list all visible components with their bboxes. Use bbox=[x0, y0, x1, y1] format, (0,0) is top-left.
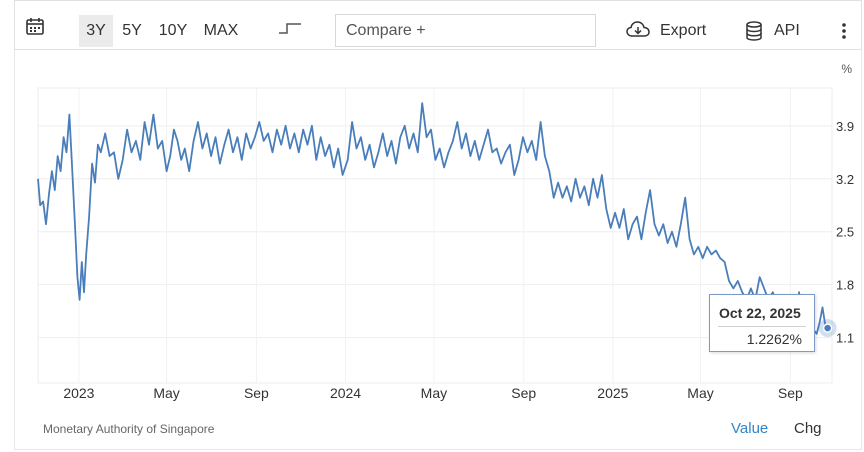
data-source: Monetary Authority of Singapore bbox=[43, 422, 215, 436]
y-tick-label: 2.5 bbox=[836, 225, 854, 240]
y-tick-label: 1.1 bbox=[836, 331, 854, 346]
cloud-download-icon[interactable] bbox=[626, 21, 650, 37]
y-tick-label: 1.8 bbox=[836, 278, 854, 293]
chart-frame bbox=[14, 0, 862, 450]
y-tick-label: 3.2 bbox=[836, 172, 854, 187]
data-tooltip: Oct 22, 2025 1.2262% bbox=[709, 294, 815, 352]
plot-area bbox=[37, 87, 833, 384]
range-button-10y[interactable]: 10Y bbox=[158, 22, 188, 39]
tooltip-divider bbox=[718, 326, 806, 327]
hover-point[interactable] bbox=[822, 323, 833, 333]
calendar-icon[interactable] bbox=[25, 16, 45, 36]
series-line bbox=[37, 102, 829, 350]
chart-toolbar: 3Y 5Y 10Y MAX Export API bbox=[14, 0, 862, 50]
api-button[interactable]: API bbox=[774, 22, 800, 39]
export-button[interactable]: Export bbox=[660, 22, 707, 39]
x-tick-label: May bbox=[421, 385, 447, 401]
x-tick-label: 2024 bbox=[330, 385, 361, 401]
tooltip-value: 1.2262% bbox=[746, 331, 802, 347]
x-tick-label: 2025 bbox=[597, 385, 628, 401]
step-line-icon[interactable] bbox=[278, 21, 302, 35]
compare-input[interactable] bbox=[335, 14, 596, 47]
kebab-menu-icon[interactable] bbox=[841, 23, 847, 39]
tab-value[interactable]: Value bbox=[731, 420, 769, 437]
y-tick-label: 3.9 bbox=[836, 119, 854, 134]
range-button-max[interactable]: MAX bbox=[203, 22, 239, 39]
x-tick-label: 2023 bbox=[63, 385, 94, 401]
x-tick-label: Sep bbox=[778, 385, 803, 401]
x-tick-label: Sep bbox=[244, 385, 269, 401]
database-icon[interactable] bbox=[746, 21, 762, 41]
tab-chg[interactable]: Chg bbox=[794, 420, 822, 437]
range-button-5y[interactable]: 5Y bbox=[122, 22, 142, 39]
y-unit-label: % bbox=[841, 62, 852, 76]
x-tick-label: May bbox=[153, 385, 179, 401]
range-button-3y[interactable]: 3Y bbox=[79, 15, 113, 47]
tooltip-date: Oct 22, 2025 bbox=[719, 305, 801, 321]
x-tick-label: Sep bbox=[511, 385, 536, 401]
x-tick-label: May bbox=[687, 385, 713, 401]
